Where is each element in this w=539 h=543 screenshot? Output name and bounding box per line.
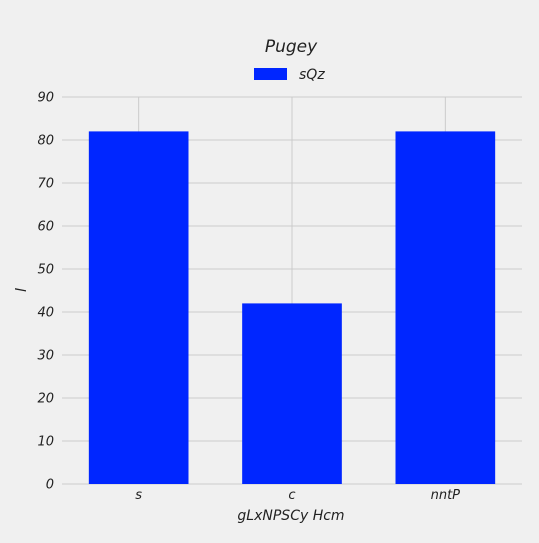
x-axis-label: gLxNPSCy Hcm [237, 508, 344, 524]
bar-c [242, 303, 342, 484]
y-tick-label: 70 [37, 177, 54, 192]
x-tick-label: nntP [431, 488, 461, 503]
y-tick-label: 0 [46, 478, 54, 493]
y-tick-label: 60 [37, 220, 54, 235]
bar-s [88, 131, 189, 484]
y-axis-label: l [14, 288, 30, 292]
y-tick-label: 10 [37, 435, 54, 450]
y-tick-label: 40 [37, 306, 54, 321]
y-tick-label: 80 [37, 134, 54, 149]
y-tick-label: 50 [37, 263, 54, 278]
chart-title: Pugey [265, 37, 318, 57]
y-tick-label: 30 [37, 349, 54, 364]
x-tick-label: c [288, 488, 295, 503]
axis-ticks: 0 10 20 30 40 50 60 70 80 90 s c nntP [37, 91, 460, 504]
legend-label: sQz [299, 67, 325, 83]
legend-swatch [254, 68, 287, 80]
bar-nntP [395, 131, 496, 484]
y-tick-label: 20 [37, 392, 54, 407]
legend: sQz [254, 67, 325, 83]
y-tick-label: 90 [37, 91, 54, 106]
x-tick-label: s [135, 488, 142, 503]
bars [88, 131, 496, 484]
